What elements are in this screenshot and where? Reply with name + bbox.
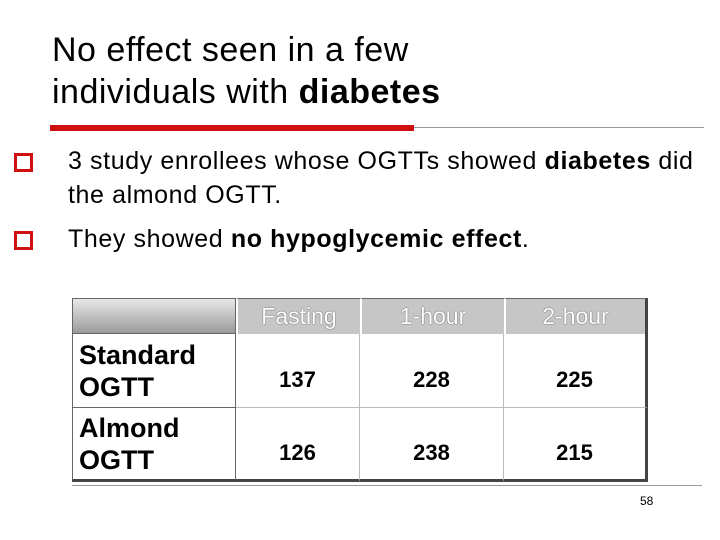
title-rule xyxy=(50,125,414,131)
bullet-text: They showed no hypoglycemic effect. xyxy=(68,222,704,256)
bullet-bold: no hypoglycemic effect xyxy=(230,225,522,253)
column-header: 2-hour xyxy=(504,298,648,334)
table-value: 228 xyxy=(360,334,504,408)
bullet-marker xyxy=(14,153,33,172)
bullet-bold: diabetes xyxy=(544,147,651,175)
bullet-span: They showed xyxy=(68,225,231,253)
table-value: 238 xyxy=(360,408,504,482)
bullet-text: 3 study enrollees whose OGTTs showed dia… xyxy=(68,144,704,212)
title-text: individuals with xyxy=(52,73,299,111)
bullet-span: 3 study enrollees whose OGTTs showed xyxy=(68,147,545,175)
corner-cell xyxy=(72,298,236,334)
footer-rule xyxy=(72,485,702,486)
column-header: 1-hour xyxy=(360,298,504,334)
table-value: 225 xyxy=(504,334,648,408)
bullet-span: did the almond OGTT. xyxy=(68,147,702,209)
title-line: No effect seen in a few xyxy=(52,31,409,69)
title-rule-thin xyxy=(414,127,704,128)
bullet-marker xyxy=(14,231,33,250)
title-line: individuals with diabetes xyxy=(52,72,441,112)
row-label: Almond OGTT xyxy=(72,408,236,482)
table-value: 137 xyxy=(236,334,360,408)
column-header: Fasting xyxy=(236,298,360,334)
table-value: 215 xyxy=(504,408,648,482)
title-bold: diabetes xyxy=(298,73,441,111)
bullet-span: . xyxy=(521,225,530,253)
row-label: Standard OGTT xyxy=(72,334,236,408)
page-number: 58 xyxy=(640,494,654,508)
table-value: 126 xyxy=(236,408,360,482)
